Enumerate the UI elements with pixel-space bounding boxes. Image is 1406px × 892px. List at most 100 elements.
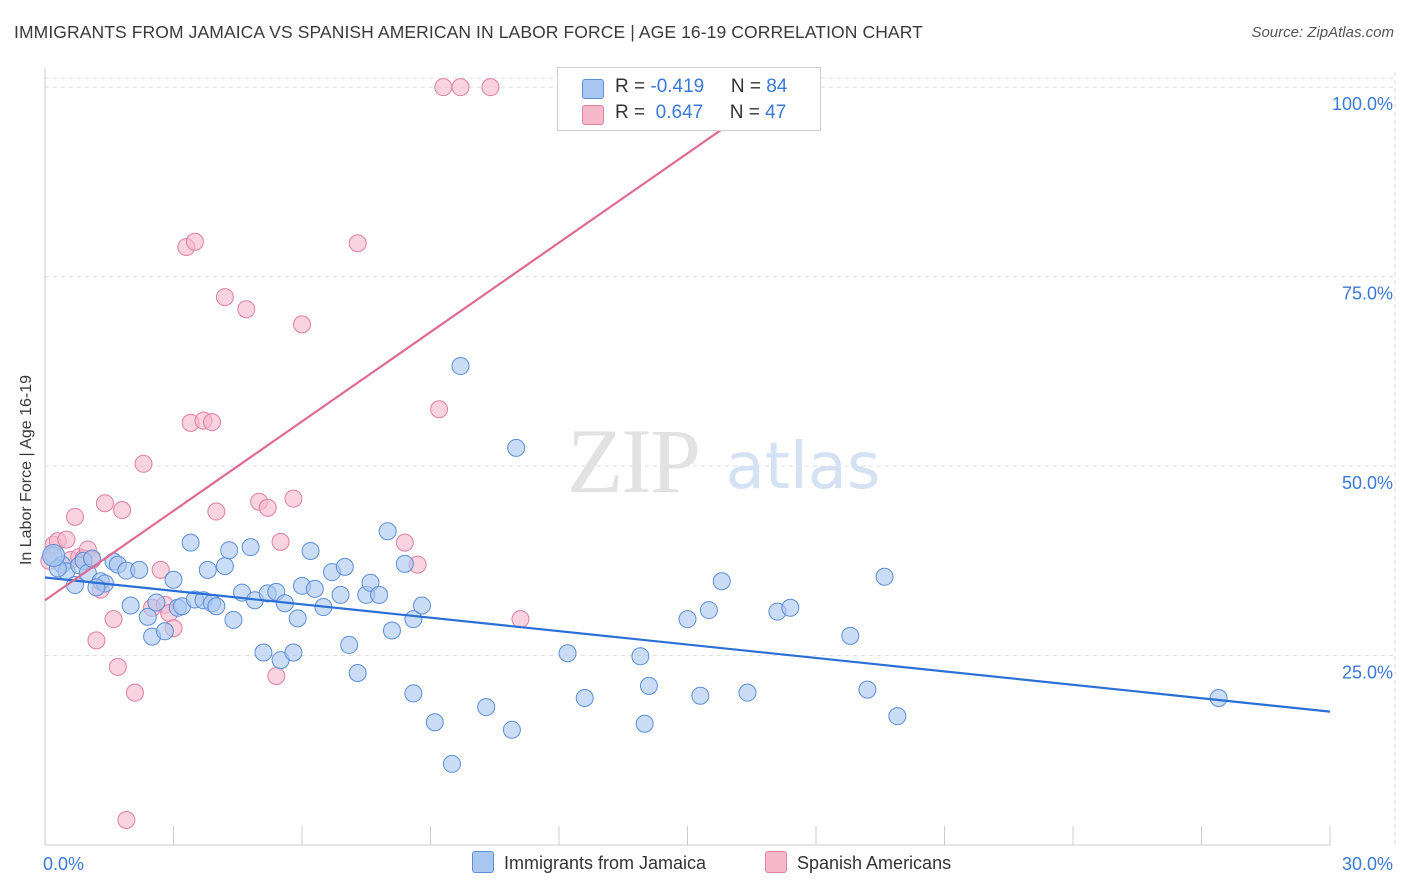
point-spanish (434, 78, 453, 97)
watermark-atlas: atlas (726, 430, 881, 504)
point-spanish (151, 560, 170, 579)
data-points (40, 78, 1228, 829)
point-jamaica (284, 643, 303, 662)
point-jamaica (631, 647, 650, 666)
point-jamaica (305, 579, 324, 598)
point-jamaica (147, 593, 166, 612)
point-spanish (284, 489, 303, 508)
trend-line-jamaica (44, 576, 1331, 713)
trend-line-spanish (44, 74, 800, 602)
point-spanish (57, 530, 76, 549)
legend-swatch-spanish (582, 105, 604, 125)
point-spanish (108, 657, 127, 676)
point-jamaica (888, 707, 907, 726)
legend-n-label: N = (729, 102, 766, 123)
point-jamaica (477, 698, 496, 717)
legend-n-value: 84 (766, 76, 788, 97)
point-spanish (95, 494, 114, 513)
point-jamaica (241, 538, 260, 557)
point-spanish (293, 315, 311, 334)
bottom-legend-swatch-jamaica (472, 851, 494, 873)
point-jamaica (340, 635, 359, 654)
point-jamaica (348, 663, 367, 682)
point-jamaica (301, 541, 320, 560)
point-jamaica (288, 609, 307, 628)
point-jamaica (875, 567, 894, 586)
point-jamaica (121, 596, 140, 615)
point-spanish (104, 610, 123, 629)
axes (44, 68, 1331, 846)
point-jamaica (155, 622, 174, 641)
bottom-legend-label: Immigrants from Jamaica (504, 853, 707, 873)
tick-labels: 25.0% 50.0% 75.0% 100.0% 0.0% 30.0% (43, 94, 1393, 874)
point-spanish (395, 533, 414, 552)
point-jamaica (712, 572, 731, 591)
point-jamaica (331, 585, 350, 604)
point-spanish (267, 667, 286, 686)
legend-r-label: R = (615, 102, 651, 123)
point-jamaica (412, 596, 431, 615)
bottom-legend-jamaica: Immigrants from Jamaica (472, 851, 706, 874)
legend-n-value: 47 (765, 102, 787, 123)
point-jamaica (442, 754, 461, 773)
point-jamaica (507, 438, 526, 457)
point-jamaica (42, 544, 66, 568)
legend-n-label: N = (730, 76, 767, 97)
point-jamaica (138, 607, 157, 626)
point-jamaica (691, 686, 710, 705)
point-jamaica (1209, 688, 1228, 707)
point-jamaica (781, 598, 800, 617)
correlation-legend: R = -0.419 N = 84 R = 0.647 N = 47 (557, 67, 821, 131)
point-jamaica (451, 357, 470, 376)
point-spanish (113, 501, 132, 520)
bottom-legend-spanish: Spanish Americans (765, 851, 951, 874)
point-jamaica (558, 644, 577, 663)
point-spanish (451, 78, 470, 97)
point-spanish (185, 232, 204, 251)
bottom-legend-label: Spanish Americans (797, 853, 952, 873)
point-jamaica (164, 570, 183, 589)
point-spanish (258, 498, 277, 517)
point-jamaica (678, 610, 697, 629)
point-jamaica (738, 683, 757, 702)
trend-lines (44, 74, 1331, 713)
point-spanish (87, 631, 106, 650)
point-spanish (271, 532, 290, 551)
point-jamaica (635, 714, 654, 733)
point-jamaica (841, 626, 860, 645)
point-jamaica (502, 720, 521, 739)
x-tick-label-min: 0.0% (43, 854, 84, 874)
point-spanish (65, 507, 84, 526)
point-jamaica (254, 643, 273, 662)
point-spanish (348, 234, 367, 253)
point-jamaica (370, 585, 389, 604)
y-tick-label: 75.0% (1342, 284, 1393, 304)
point-jamaica (395, 554, 414, 573)
point-jamaica (198, 560, 217, 579)
point-spanish (511, 610, 530, 629)
point-jamaica (404, 684, 423, 703)
point-spanish (117, 810, 136, 829)
point-spanish (203, 413, 222, 432)
point-jamaica (425, 713, 444, 732)
legend-r-value: 0.647 (650, 102, 704, 123)
point-jamaica (335, 557, 354, 576)
point-spanish (215, 288, 234, 307)
point-jamaica (207, 597, 226, 616)
bottom-legend-swatch-spanish (765, 851, 787, 873)
point-spanish (237, 300, 256, 319)
point-jamaica (378, 522, 397, 541)
y-tick-label: 25.0% (1342, 663, 1393, 683)
point-jamaica (181, 533, 200, 552)
point-jamaica (224, 610, 243, 629)
point-jamaica (382, 621, 401, 640)
source-credit: Source: ZipAtlas.com (1251, 24, 1394, 41)
point-jamaica (575, 688, 594, 707)
legend-swatch-jamaica (582, 79, 604, 99)
legend-r-label: R = (615, 76, 651, 97)
watermark: ZIP atlas (567, 410, 880, 512)
x-tick-label-max: 30.0% (1342, 854, 1393, 874)
point-jamaica (858, 680, 877, 699)
point-spanish (125, 683, 144, 702)
